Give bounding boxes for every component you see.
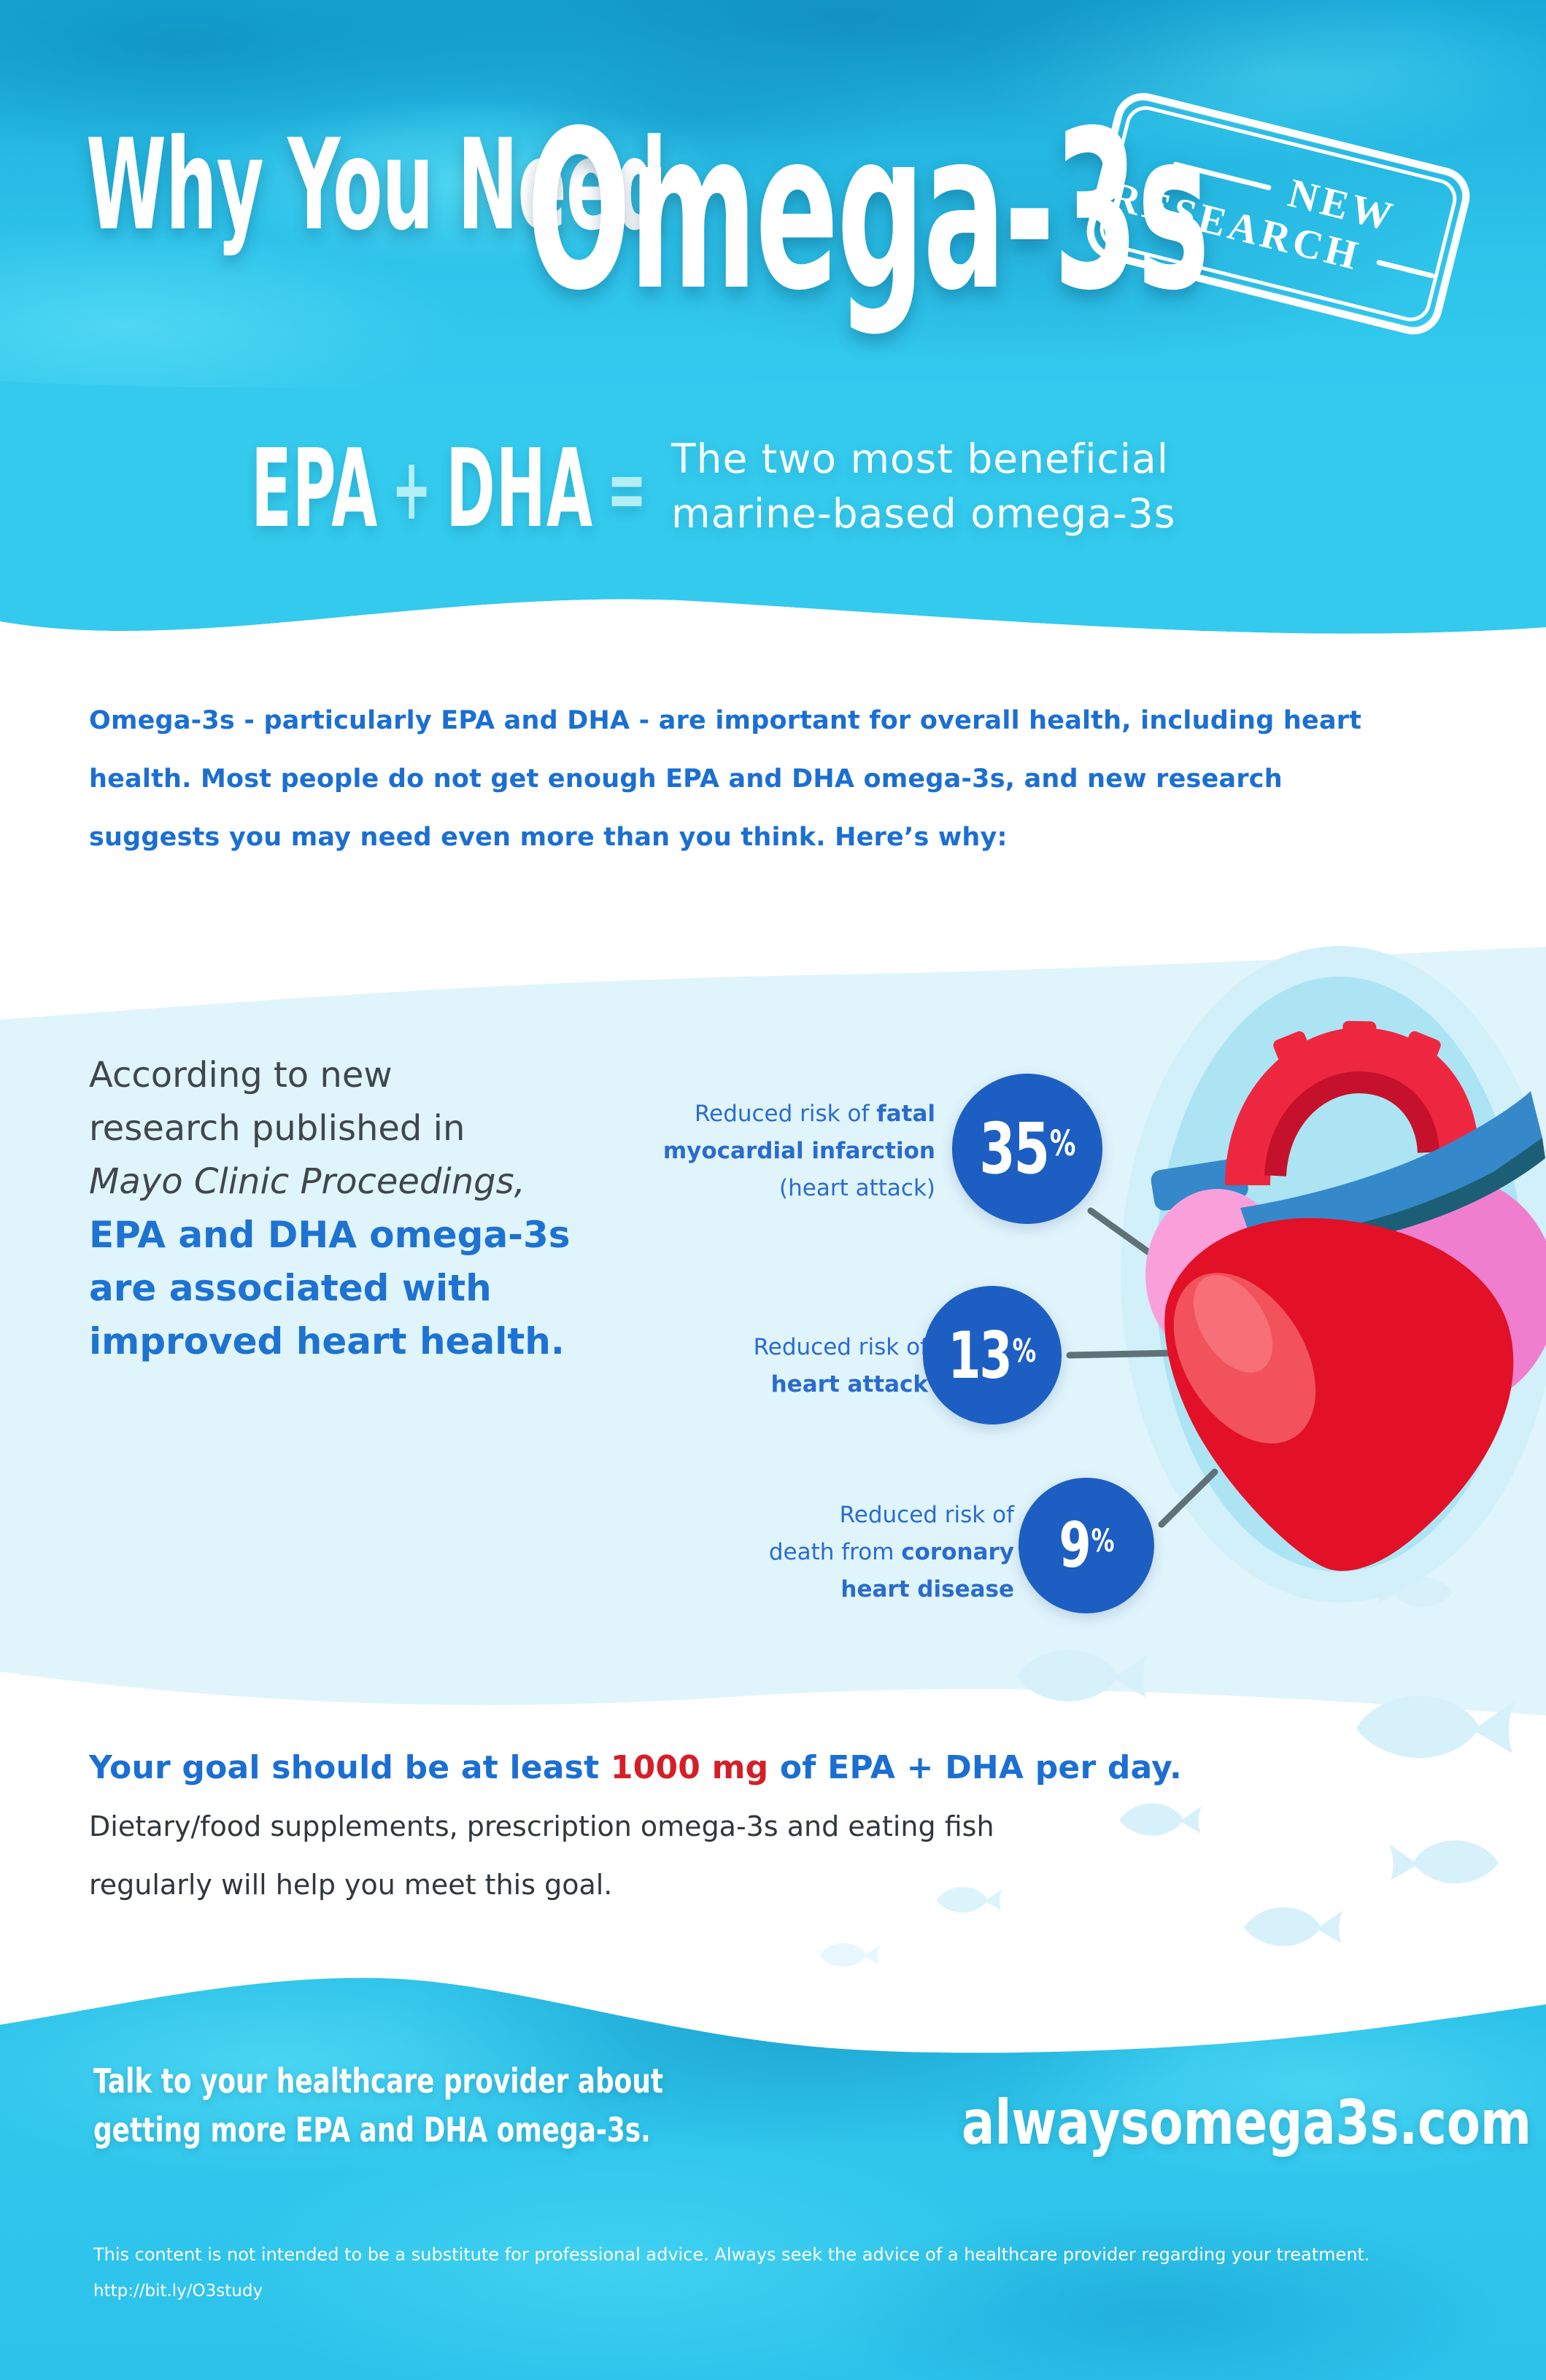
goal-amount: 1000 mg bbox=[610, 1749, 769, 1786]
research-highlight-line3: improved heart health. bbox=[89, 1320, 565, 1363]
equals-sign: = bbox=[606, 438, 648, 539]
header-kicker: Why You Need bbox=[86, 112, 667, 258]
stat1-line1-bold: fatal bbox=[876, 1101, 935, 1127]
footer-cta-line2: getting more EPA and DHA omega-3s. bbox=[93, 2110, 651, 2150]
stat1-number: 35 bbox=[978, 1108, 1050, 1190]
stat3-number: 9 bbox=[1058, 1509, 1091, 1582]
plus-sign: + bbox=[391, 438, 433, 539]
goal-body: Dietary/food supplements, prescription o… bbox=[89, 1797, 994, 1914]
heart-illustration-icon bbox=[1145, 1020, 1546, 1571]
footer-cta-line1: Talk to your healthcare provider about bbox=[93, 2061, 664, 2101]
stat1-line2: myocardial infarction bbox=[662, 1138, 935, 1164]
intro-line3: suggests you may need even more than you… bbox=[89, 823, 1008, 852]
stat1-line1-text: Reduced risk of bbox=[694, 1101, 877, 1127]
stat2-line2: heart attack bbox=[770, 1371, 928, 1398]
disclaimer-text: This content is not intended to be a sub… bbox=[93, 2244, 1370, 2265]
equation-subtitle-line1: The two most beneficial bbox=[671, 435, 1169, 482]
research-highlight-line1: EPA and DHA omega-3s bbox=[89, 1214, 571, 1256]
epa-text: EPA bbox=[251, 426, 379, 551]
journal-name: Mayo Clinic Proceedings, bbox=[89, 1161, 525, 1202]
stat2-value: 13% bbox=[948, 1318, 1036, 1393]
research-line2: research published in bbox=[89, 1108, 465, 1149]
stat-circle-9: 9% bbox=[1019, 1478, 1154, 1613]
stat-label-heart-attack: Reduced risk of heart attack bbox=[578, 1329, 928, 1403]
epa-dha-equation: EPA + DHA = bbox=[251, 435, 647, 543]
percent-sign: % bbox=[1049, 1123, 1076, 1164]
footer-cta: Talk to your healthcare provider about g… bbox=[93, 2057, 663, 2155]
intro-paragraph: Omega-3s - particularly EPA and DHA - ar… bbox=[89, 691, 1361, 867]
stat3-line1: Reduced risk of bbox=[839, 1502, 1014, 1528]
goal-heading-post: of EPA + DHA per day. bbox=[768, 1749, 1182, 1786]
goal-body-line1: Dietary/food supplements, prescription o… bbox=[89, 1810, 994, 1842]
stat-circle-35: 35% bbox=[952, 1074, 1102, 1224]
goal-heading: Your goal should be at least 1000 mg of … bbox=[89, 1749, 1182, 1786]
stat2-number: 13 bbox=[948, 1317, 1012, 1393]
stat3-value: 9% bbox=[1059, 1509, 1114, 1582]
stamp-dash-icon bbox=[1172, 161, 1272, 191]
research-highlight-line2: are associated with bbox=[89, 1267, 492, 1309]
stat-label-fatal-mi: Reduced risk of fatal myocardial infarct… bbox=[585, 1096, 935, 1207]
stat1-value: 35% bbox=[979, 1108, 1075, 1190]
heart-backdrop bbox=[1156, 977, 1523, 1572]
stat1-line3: (heart attack) bbox=[779, 1175, 935, 1201]
equation-subtitle-line2: marine-based omega-3s bbox=[671, 490, 1176, 537]
goal-heading-pre: Your goal should be at least bbox=[89, 1749, 611, 1786]
stat1-line1: Reduced risk of fatal bbox=[585, 1096, 935, 1133]
research-line1: According to new bbox=[89, 1055, 393, 1096]
equation-subtitle: The two most beneficial marine-based ome… bbox=[671, 432, 1175, 541]
intro-line1: Omega-3s - particularly EPA and DHA - ar… bbox=[89, 706, 1362, 735]
stat3-line3: heart disease bbox=[840, 1576, 1014, 1602]
stat2-line1: Reduced risk of bbox=[753, 1334, 928, 1360]
stat-label-coronary-disease: Reduced risk of death from coronary hear… bbox=[664, 1497, 1014, 1608]
percent-sign: % bbox=[1091, 1522, 1115, 1559]
goal-body-line2: regularly will help you meet this goal. bbox=[89, 1869, 613, 1901]
header-water-background bbox=[0, 0, 1546, 452]
stat3-line2: death from coronary bbox=[664, 1534, 1014, 1571]
research-statement: According to new research published in M… bbox=[89, 1049, 571, 1368]
page-title: Omega-3s bbox=[527, 84, 1210, 338]
stat3-line2-bold: coronary bbox=[901, 1539, 1014, 1565]
stat3-line2-text: death from bbox=[768, 1539, 902, 1565]
website-url: alwaysomega3s.com bbox=[962, 2087, 1532, 2158]
study-link: http://bit.ly/O3study bbox=[93, 2282, 263, 2300]
intro-line2: health. Most people do not get enough EP… bbox=[89, 764, 1283, 794]
percent-sign: % bbox=[1012, 1332, 1037, 1370]
stat-circle-13: 13% bbox=[923, 1286, 1062, 1424]
heart-backdrop-ring bbox=[1121, 946, 1546, 1602]
stamp-dash-icon bbox=[1376, 259, 1435, 279]
dha-text: DHA bbox=[446, 426, 594, 551]
